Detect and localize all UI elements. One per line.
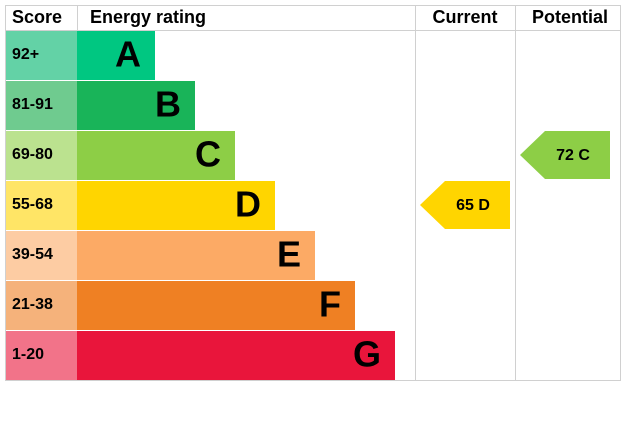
rating-bar — [77, 31, 155, 80]
current-label: 65 D — [456, 197, 490, 214]
score-label: 55-68 — [12, 196, 53, 213]
header-score: Score — [12, 7, 62, 27]
score-cell — [6, 281, 77, 330]
header-potential: Potential — [532, 7, 608, 27]
rating-bar — [77, 231, 315, 280]
potential-rating: C — [578, 147, 590, 164]
rating-letter: A — [115, 34, 141, 75]
score-label: 1-20 — [12, 346, 44, 363]
rating-letter: G — [353, 334, 381, 375]
rating-letter: D — [235, 184, 261, 225]
rating-letter: B — [155, 84, 181, 125]
score-label: 69-80 — [12, 146, 53, 163]
rating-bar — [77, 281, 355, 330]
rating-bar — [77, 131, 235, 180]
table-frame — [5, 5, 621, 381]
score-label: 39-54 — [12, 246, 53, 263]
score-cell — [6, 81, 77, 130]
score-cell — [6, 331, 77, 380]
rating-letter: E — [277, 234, 301, 275]
current-rating: D — [478, 197, 490, 214]
score-cell — [6, 131, 77, 180]
current-score: 65 — [456, 197, 474, 214]
header-rating: Energy rating — [90, 7, 206, 27]
potential-arrow — [520, 131, 610, 179]
score-label: 92+ — [12, 46, 39, 63]
rating-bar — [77, 181, 275, 230]
score-label: 81-91 — [12, 96, 53, 113]
score-label: 21-38 — [12, 296, 53, 313]
potential-label: 72 C — [556, 147, 590, 164]
frame — [5, 5, 621, 381]
header-current: Current — [432, 7, 497, 27]
rating-bar — [77, 331, 395, 380]
score-cell — [6, 181, 77, 230]
current-arrow — [420, 181, 510, 229]
potential-score: 72 — [556, 147, 574, 164]
rating-bar — [77, 81, 195, 130]
score-cell — [6, 31, 77, 80]
score-cell — [6, 231, 77, 280]
rating-letter: C — [195, 134, 221, 175]
rating-letter: F — [319, 284, 341, 325]
